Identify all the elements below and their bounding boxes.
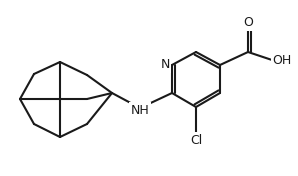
- Text: NH: NH: [131, 103, 149, 117]
- Text: OH: OH: [272, 54, 292, 67]
- Text: O: O: [243, 17, 253, 30]
- Text: N: N: [160, 58, 170, 71]
- Text: Cl: Cl: [190, 134, 202, 146]
